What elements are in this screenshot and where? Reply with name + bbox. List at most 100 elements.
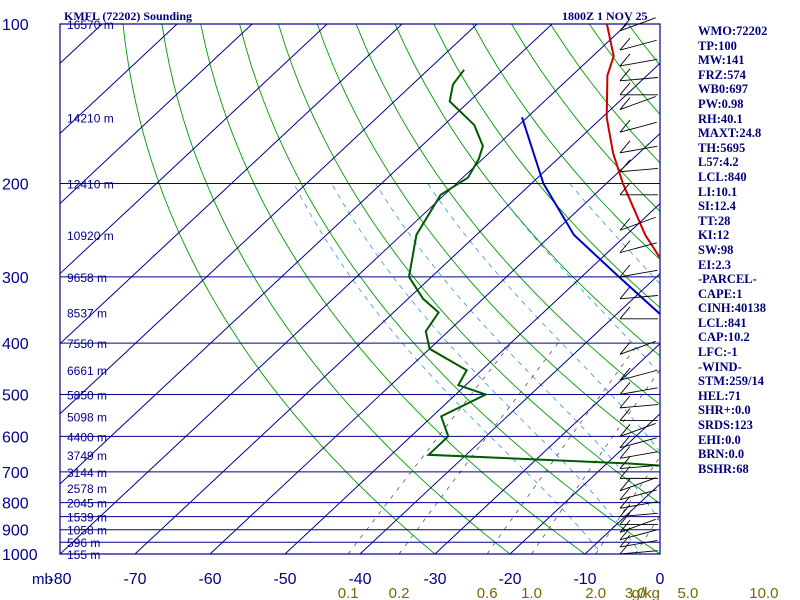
wind-barb-flag [619, 82, 631, 96]
index-line: MAXT:24.8 [698, 126, 762, 141]
wind-barb-flag [619, 68, 631, 82]
pressure-label: 600 [2, 429, 29, 446]
height-label: 12410 m [67, 178, 114, 192]
wind-barb-flag [619, 478, 631, 492]
wind-barb-shaft [619, 269, 658, 278]
wind-barb-flag [619, 446, 631, 459]
index-line: CAP:10.2 [698, 330, 750, 345]
temperature-line [605, 24, 660, 260]
wind-barb-shaft [619, 340, 656, 355]
wind-barb-shaft [619, 145, 658, 154]
height-label: 5098 m [67, 410, 107, 424]
index-line: BRN:0.0 [698, 447, 745, 462]
pressure-label: 100 [2, 17, 29, 34]
mixing-ratio-tick-label: 1.0 [521, 585, 542, 600]
wind-barb-shaft [619, 512, 658, 518]
height-label: 1058 m [67, 524, 107, 538]
axes-grid [59, 23, 661, 555]
pressure-label: 900 [2, 523, 29, 540]
wind-barb-flag [619, 435, 631, 448]
wind-barb-flag [619, 520, 631, 533]
pressure-label: 700 [2, 465, 29, 482]
parcel-line [521, 116, 660, 316]
wind-barb-flag [619, 119, 631, 133]
height-label: 596 m [67, 536, 100, 550]
dry-adiabat [433, 24, 660, 309]
wind-barb-shaft [619, 501, 658, 509]
index-line: LFC:-1 [698, 345, 738, 360]
pressure-label: 1000 [2, 547, 38, 564]
wind-barb-flag [619, 37, 631, 51]
temperature-tick-label: -80 [48, 571, 71, 588]
index-line: FRZ:574 [698, 67, 746, 82]
index-line: CINH:40138 [698, 301, 767, 316]
isotherm [209, 132, 660, 554]
moist-adiabat [331, 183, 642, 554]
wind-barb-flag [619, 456, 631, 469]
index-line: SW:98 [698, 242, 734, 257]
sounding-indices-panel: WMO:72202 TP:100 MW:141 FRZ:574 WB0:697 PW:0.… [698, 24, 798, 476]
wind-barb-shaft [619, 167, 658, 173]
height-label: 8537 m [67, 306, 107, 320]
pressure-label: 400 [2, 336, 29, 353]
wind-barb-shaft [619, 96, 656, 110]
wind-barb-flag [619, 53, 631, 67]
wind-barb-shaft [619, 39, 657, 51]
index-line: LI:10.1 [698, 184, 738, 199]
index-line: MW:141 [698, 53, 745, 68]
isotherm [60, 24, 328, 275]
isotherm [60, 24, 403, 345]
height-label: 2045 m [67, 497, 107, 511]
wind-barb-shaft [619, 242, 657, 254]
wind-barb-flag [619, 541, 631, 555]
mixing-ratio-tick-label: 0.6 [477, 585, 498, 600]
index-line: LCL:841 [698, 315, 747, 330]
dry-adiabat [122, 24, 436, 554]
wind-barb-shaft [619, 17, 656, 32]
wind-barb-flag [619, 534, 631, 548]
wind-barb-flag [619, 240, 631, 253]
wind-barb-shaft [619, 464, 658, 470]
wind-barb-flag [619, 140, 631, 154]
mixing-ratio-tick-label: 0.1 [338, 585, 359, 600]
wind-barb-flag [619, 367, 631, 381]
dry-adiabat [394, 24, 660, 357]
index-line: EHI:0.0 [698, 432, 741, 447]
wind-barb-shaft [619, 518, 656, 533]
height-label: 3144 m [67, 466, 107, 480]
index-line: LCL:840 [698, 169, 747, 184]
height-label: 5850 m [67, 388, 107, 402]
height-label: 6661 m [67, 364, 107, 378]
pressure-label: 800 [2, 496, 29, 513]
index-line: SHR+:0.0 [698, 403, 751, 418]
wind-barb-shaft [619, 451, 658, 459]
isotherm [359, 272, 660, 554]
temperature-tick-label: -30 [423, 571, 446, 588]
pressure-unit-label: mb [32, 571, 53, 588]
wind-barb-flag [619, 382, 631, 395]
index-line: TT:28 [698, 213, 731, 228]
index-line: BSHR:68 [698, 461, 749, 476]
isotherm [434, 343, 660, 554]
station-title: KMFL (72202) Sounding [64, 9, 193, 23]
height-label: 2578 m [67, 482, 107, 496]
isotherm [509, 413, 660, 554]
isotherm [60, 24, 253, 205]
index-line: EI:2.3 [698, 257, 731, 272]
index-line: WB0:697 [698, 82, 748, 97]
wind-barb-flag [619, 159, 631, 173]
height-label: 155 m [67, 548, 100, 562]
wind-barb-flag [619, 306, 631, 320]
wind-barb-shaft [619, 77, 658, 82]
height-label: 4400 m [67, 430, 107, 444]
wind-barb-flag [619, 264, 631, 278]
dry-adiabat [277, 24, 660, 505]
isotherm [60, 24, 478, 415]
mixing-ratio-tick-label: 0.2 [389, 585, 410, 600]
height-label: 1539 m [67, 511, 107, 525]
height-label: 9658 m [67, 271, 107, 285]
wind-barb-shaft [619, 121, 657, 133]
height-label: 14210 m [67, 111, 114, 125]
dry-adiabat [472, 24, 660, 261]
